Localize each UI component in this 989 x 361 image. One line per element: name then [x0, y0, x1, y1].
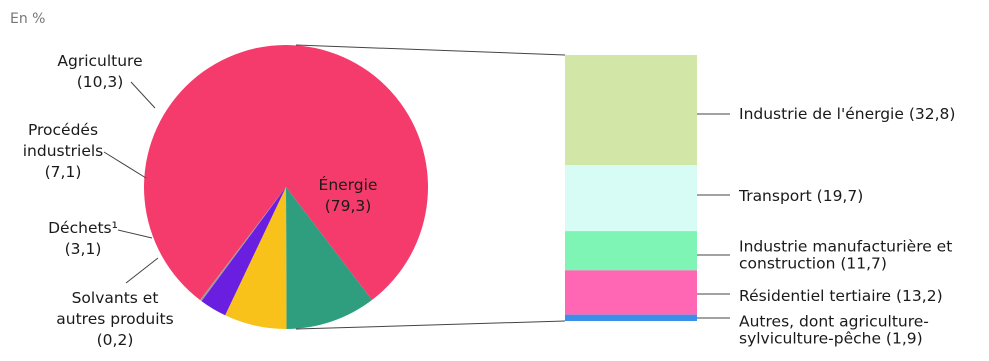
pie-label-3: Déchets¹ (3,1)	[48, 219, 118, 258]
pie-label-2-line-1: industriels	[23, 142, 104, 160]
pie-label-1: Agriculture (10,3)	[57, 52, 142, 91]
connector-top	[295, 44, 566, 56]
pie-label-4-line-0: Solvants et	[72, 289, 159, 307]
pie-slice-0	[144, 45, 429, 301]
unit-label: En %	[10, 11, 45, 27]
bar-label-4-line-1: sylviculture-pêche (1,9)	[739, 330, 923, 348]
pie-label-0-line-1: (79,3)	[325, 197, 372, 215]
connector-lines	[295, 44, 566, 330]
pie-label-4: Solvants et autres produits (0,2)	[56, 289, 173, 349]
pie-label-2-line-2: (7,1)	[45, 163, 82, 181]
bar-label-3-line-0: Résidentiel tertiaire (13,2)	[739, 287, 943, 305]
pie-label-0: Énergie (79,3)	[319, 175, 378, 215]
pie-label-0-line-0: Énergie	[319, 175, 378, 194]
pie-slice-1	[286, 187, 372, 329]
bar-segment-0	[565, 55, 697, 166]
bar-label-3: Résidentiel tertiaire (13,2)	[739, 287, 943, 305]
pie-leader-4	[125, 257, 159, 284]
pie-leader-2	[103, 151, 147, 179]
pie-slice-2	[225, 187, 287, 330]
bar-label-4-line-0: Autres, dont agriculture-	[739, 313, 929, 331]
pie-chart	[144, 45, 429, 330]
pie-label-4-line-1: autres produits	[56, 310, 173, 328]
pie-slice-4	[200, 187, 286, 302]
pie-label-4-line-2: (0,2)	[97, 331, 134, 349]
labels: Énergie (79,3) Agriculture (10,3) Procédés in…	[23, 52, 956, 349]
pie-label-1-line-0: Agriculture	[57, 52, 142, 70]
bar-label-4: Autres, dont agriculture-sylviculture-pê…	[739, 313, 929, 348]
bar-segment-3	[565, 270, 697, 315]
pie-label-2: Procédés industriels (7,1)	[23, 121, 104, 181]
bar-label-2-line-0: Industrie manufacturière et	[739, 238, 952, 256]
pie-label-3-line-1: (3,1)	[65, 240, 102, 258]
bar-label-0-line-0: Industrie de l'énergie (32,8)	[739, 105, 955, 123]
pie-leader-1	[130, 81, 156, 109]
stacked-bar	[565, 55, 697, 321]
connector-bottom	[295, 320, 566, 330]
bar-label-0: Industrie de l'énergie (32,8)	[739, 105, 955, 123]
pie-label-3-line-0: Déchets¹	[48, 219, 118, 237]
bar-segment-2	[565, 231, 697, 271]
bar-segment-4	[565, 314, 697, 321]
pie-slice-3	[201, 187, 286, 316]
pie-leader-3	[117, 229, 153, 239]
bar-label-2-line-1: construction (11,7)	[739, 255, 887, 273]
bar-label-1: Transport (19,7)	[738, 187, 863, 205]
bar-segment-1	[565, 165, 697, 232]
pie-label-1-line-1: (10,3)	[77, 73, 124, 91]
bar-label-2: Industrie manufacturière et construction …	[739, 238, 952, 273]
leader-lines	[103, 81, 730, 319]
bar-label-1-line-0: Transport (19,7)	[738, 187, 863, 205]
pie-label-2-line-0: Procédés	[28, 121, 98, 139]
